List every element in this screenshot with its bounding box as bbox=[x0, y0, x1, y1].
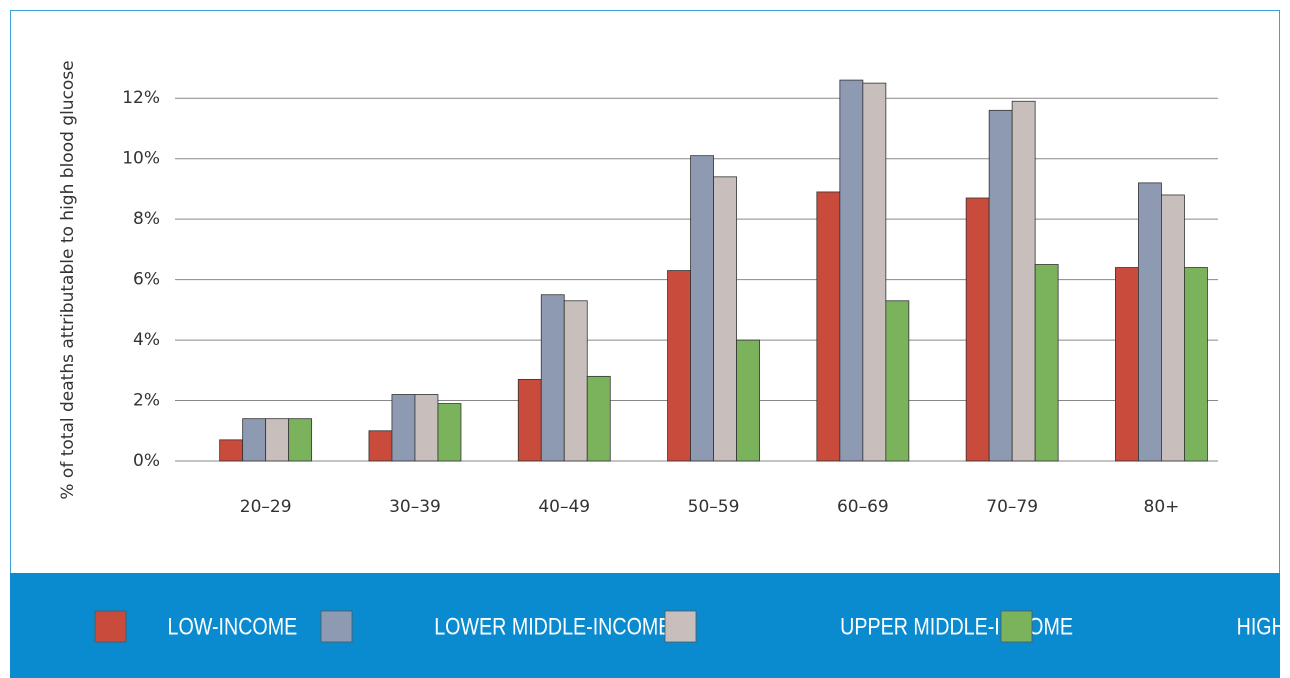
y-tick-label: 2% bbox=[133, 391, 160, 411]
bar bbox=[713, 176, 737, 462]
bar bbox=[1115, 267, 1139, 462]
bar bbox=[965, 197, 990, 462]
bar bbox=[862, 82, 887, 462]
bar bbox=[816, 191, 841, 462]
bar bbox=[1184, 267, 1208, 462]
bar bbox=[667, 270, 691, 462]
x-tick-label: 60–69 bbox=[837, 497, 889, 517]
legend-swatch bbox=[94, 610, 127, 643]
legend-label: LOW-INCOME bbox=[168, 612, 298, 639]
x-tick-label: 80+ bbox=[1144, 497, 1180, 517]
y-tick-label: 6% bbox=[133, 270, 160, 290]
bar bbox=[1138, 182, 1162, 462]
bar bbox=[586, 375, 611, 462]
bar bbox=[368, 430, 393, 462]
bar bbox=[988, 109, 1013, 462]
y-tick-label: 4% bbox=[133, 330, 160, 350]
legend-label: UPPER MIDDLE-INCOME bbox=[840, 612, 1073, 639]
frame bbox=[10, 10, 1280, 678]
x-tick-label: 70–79 bbox=[986, 497, 1038, 517]
x-tick-label: 30–39 bbox=[389, 497, 441, 517]
legend-band bbox=[10, 573, 1280, 678]
y-tick-label: 12% bbox=[122, 88, 160, 108]
bar bbox=[1011, 100, 1036, 462]
legend-label: LOWER MIDDLE-INCOME bbox=[434, 612, 671, 639]
x-tick-label: 50–59 bbox=[688, 497, 740, 517]
y-tick-label: 8% bbox=[133, 209, 160, 229]
bar bbox=[414, 394, 439, 462]
bar bbox=[885, 300, 910, 462]
bar bbox=[563, 300, 588, 462]
legend-swatch bbox=[664, 610, 697, 643]
bar bbox=[265, 418, 290, 462]
x-tick-label: 20–29 bbox=[240, 497, 292, 517]
bar bbox=[242, 418, 267, 462]
bar bbox=[1034, 264, 1059, 462]
x-tick-label: 40–49 bbox=[538, 497, 590, 517]
y-axis-label: % of total deaths attributable to high b… bbox=[58, 60, 78, 499]
bar bbox=[736, 339, 760, 462]
y-tick-label: 10% bbox=[122, 149, 160, 169]
bar bbox=[1161, 194, 1185, 462]
bar bbox=[391, 394, 416, 462]
bar bbox=[540, 294, 565, 462]
bar bbox=[219, 439, 244, 462]
y-tick-label: 0% bbox=[133, 451, 160, 471]
bar bbox=[288, 418, 313, 462]
bar bbox=[517, 378, 542, 462]
legend-swatch bbox=[1000, 610, 1033, 643]
bar bbox=[690, 155, 714, 462]
bar bbox=[839, 79, 864, 462]
bar bbox=[437, 403, 462, 462]
legend-label: HIGH-INCOME bbox=[1237, 612, 1290, 639]
legend-swatch bbox=[320, 610, 353, 643]
